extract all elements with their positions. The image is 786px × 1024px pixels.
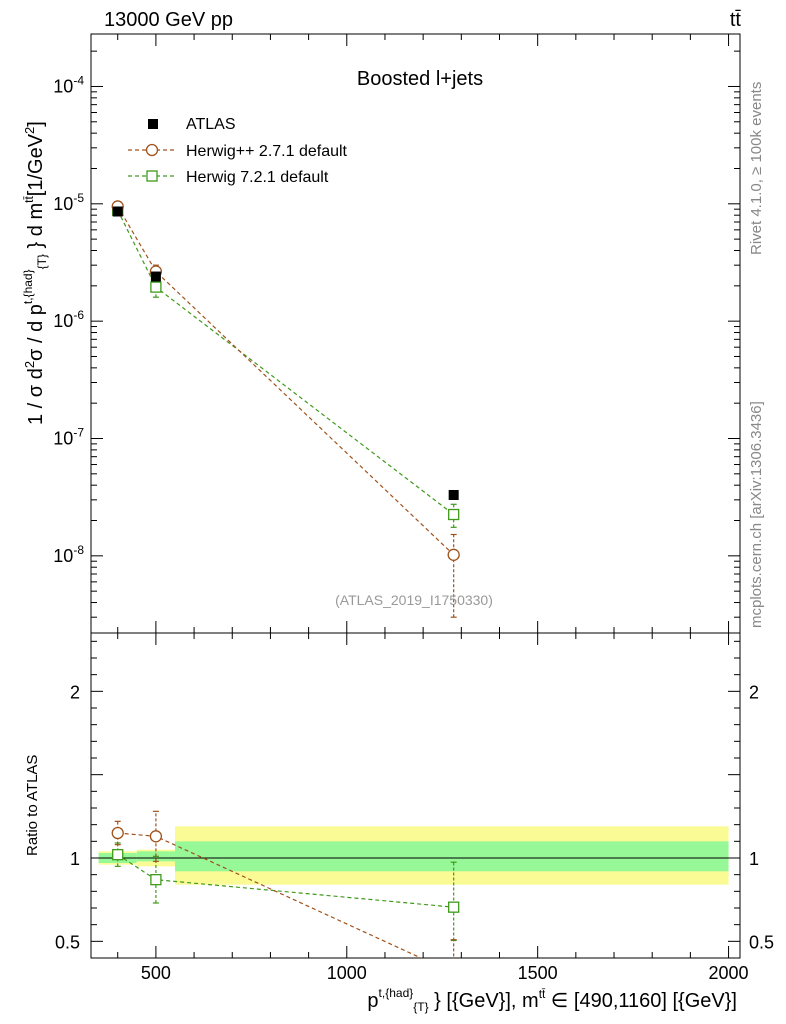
legend-marker-herwig7 <box>146 170 158 182</box>
legend-label-atlas: ATLAS <box>186 116 236 133</box>
legend-marker-atlas <box>148 119 158 129</box>
side-text-rivet: Rivet 4.1.0, ≥ 100k events <box>748 82 765 255</box>
point-herwig-7-2-1-default <box>448 508 460 521</box>
x-tick-label: 1500 <box>518 963 558 983</box>
series-line-herwig-2-7-1-default <box>117 206 455 556</box>
ratio-point-herwig-2-7-1-default <box>448 968 459 979</box>
x-axis-label: pt,{had}{T} } [{GeV}], mtt̄ ∈ [490,1160]… <box>367 986 737 1014</box>
series-line-herwig-7-2-1-default <box>117 210 455 515</box>
legend: ATLAS Herwig++ 2.7.1 default Herwig 7.2.… <box>128 116 348 186</box>
point-atlas <box>112 206 123 217</box>
point-atlas <box>150 271 161 282</box>
point-atlas <box>448 489 459 500</box>
y-axis-label-main: 1 / σ d2σ / d pt,{had}{T} } d mtt̄[1/GeV… <box>21 121 49 425</box>
legend-label-herwigpp: Herwig++ 2.7.1 default <box>186 143 348 160</box>
ratio-bands <box>91 826 740 885</box>
y-tick-label-ratio-right: 1 <box>749 849 759 869</box>
y-tick-label-ratio-right: 0.5 <box>749 932 774 952</box>
y-tick-label-main: 10-4 <box>53 73 84 96</box>
watermark: (ATLAS_2019_I1750330) <box>335 592 493 608</box>
point-herwig-2-7-1-default <box>447 548 460 561</box>
ratio-point-herwig-7-2-1-default <box>150 874 162 886</box>
y-tick-label-main: 10-6 <box>53 308 84 331</box>
header-right: tt̄ <box>730 9 742 31</box>
main-series <box>111 200 460 618</box>
x-tick-label: 500 <box>141 963 171 983</box>
ratio-band-inner <box>174 841 729 872</box>
y-tick-label-ratio: 0.5 <box>55 932 80 952</box>
x-tick-label: 1000 <box>327 963 367 983</box>
side-text-mcplots: mcplots.cern.ch [arXiv:1306.3436] <box>748 401 765 628</box>
chart-title: Boosted l+jets <box>357 68 483 90</box>
ratio-point-herwig-7-2-1-default <box>448 901 460 913</box>
ratio-plot-frame <box>90 632 741 959</box>
y-tick-label-main: 10-5 <box>53 191 84 214</box>
y-tick-label-main: 10-7 <box>53 425 84 448</box>
legend-marker-herwigpp <box>145 143 159 157</box>
axis-ticks: 500 1000 1500 2000 10-8 10-7 10-6 10-5 10-4 0.5 0.… <box>53 34 774 983</box>
y-tick-label-ratio: 1 <box>70 849 80 869</box>
ratio-point-herwig-2-7-1-default <box>111 826 124 840</box>
y-tick-label-ratio: 2 <box>70 682 80 702</box>
point-herwig-7-2-1-default <box>150 281 162 293</box>
y-tick-label-ratio-right: 2 <box>749 682 759 702</box>
y-axis-label-ratio: Ratio to ATLAS <box>24 755 41 856</box>
x-tick-label: 2000 <box>709 963 749 983</box>
ratio-point-herwig-2-7-1-default <box>149 830 163 843</box>
ratio-point-herwig-7-2-1-default <box>112 849 124 861</box>
legend-label-herwig7: Herwig 7.2.1 default <box>186 169 329 186</box>
ratio-series <box>111 810 460 979</box>
y-tick-label-main: 10-8 <box>53 543 84 566</box>
header-left: 13000 GeV pp <box>104 9 233 31</box>
